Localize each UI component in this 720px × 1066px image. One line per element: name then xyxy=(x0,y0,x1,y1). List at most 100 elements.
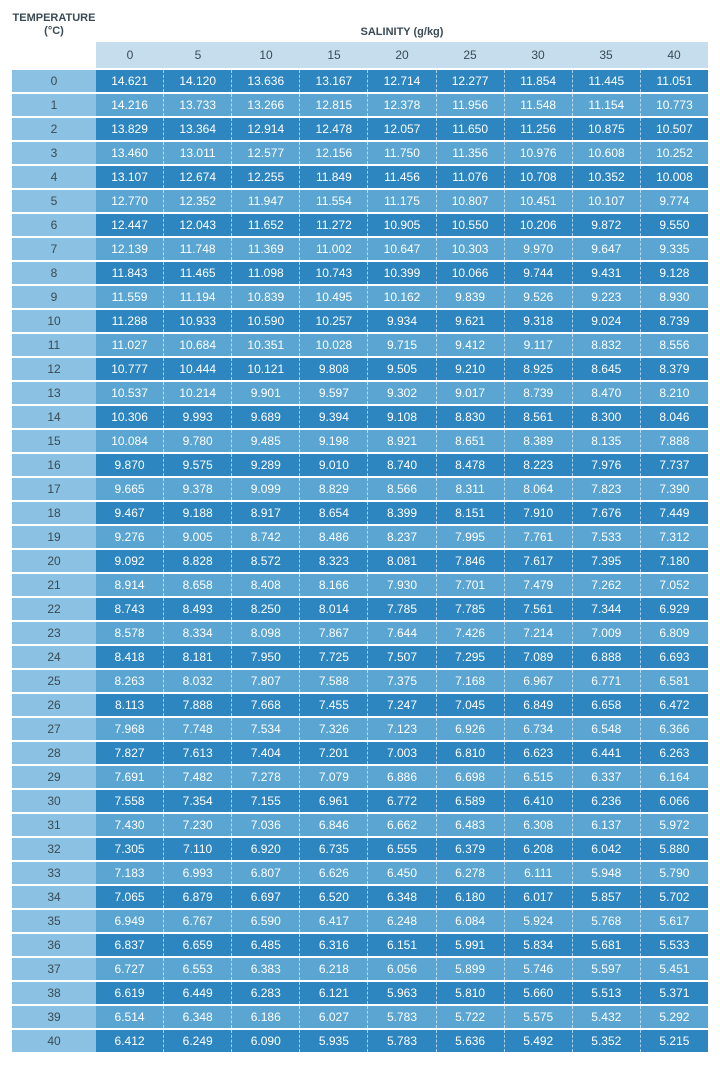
table-cell: 7.123 xyxy=(368,718,436,740)
table-cell: 7.785 xyxy=(437,598,505,620)
table-row: 213.82913.36412.91412.47812.05711.65011.… xyxy=(12,118,708,140)
table-cell: 11.465 xyxy=(164,262,232,284)
row-header-temp-15: 15 xyxy=(12,430,96,452)
table-cell: 9.099 xyxy=(232,478,300,500)
table-cell: 9.575 xyxy=(164,454,232,476)
table-cell: 7.230 xyxy=(164,814,232,836)
table-title-row: TEMPERATURE (°C) SALINITY (g/kg) xyxy=(12,12,708,38)
table-cell: 8.210 xyxy=(641,382,708,404)
table-row: 1111.02710.68410.35110.0289.7159.4129.11… xyxy=(12,334,708,356)
table-cell: 9.318 xyxy=(505,310,573,332)
table-cell: 9.665 xyxy=(96,478,164,500)
table-cell: 6.450 xyxy=(368,862,436,884)
row-header-temp-2: 2 xyxy=(12,118,96,140)
table-cell: 14.621 xyxy=(96,70,164,92)
table-cell: 5.660 xyxy=(505,982,573,1004)
table-cell: 12.043 xyxy=(164,214,232,236)
table-cell: 9.289 xyxy=(232,454,300,476)
table-cell: 9.412 xyxy=(437,334,505,356)
table-cell: 8.014 xyxy=(300,598,368,620)
table-cell: 10.451 xyxy=(505,190,573,212)
row-header-temp-36: 36 xyxy=(12,934,96,956)
table-cell: 5.963 xyxy=(368,982,436,1004)
table-cell: 6.449 xyxy=(164,982,232,1004)
table-cell: 7.930 xyxy=(368,574,436,596)
table-cell: 5.948 xyxy=(573,862,641,884)
table-cell: 12.156 xyxy=(300,142,368,164)
table-cell: 7.507 xyxy=(368,646,436,668)
row-header-temp-28: 28 xyxy=(12,742,96,764)
table-cell: 11.750 xyxy=(368,142,436,164)
table-cell: 9.774 xyxy=(641,190,708,212)
table-cell: 6.967 xyxy=(505,670,573,692)
table-cell: 9.010 xyxy=(300,454,368,476)
table-cell: 8.651 xyxy=(437,430,505,452)
table-row: 396.5146.3486.1866.0275.7835.7225.5755.4… xyxy=(12,1006,708,1028)
table-row: 179.6659.3789.0998.8298.5668.3118.0647.8… xyxy=(12,478,708,500)
table-cell: 6.056 xyxy=(368,958,436,980)
table-cell: 8.113 xyxy=(96,694,164,716)
row-header-temp-0: 0 xyxy=(12,70,96,92)
table-cell: 9.017 xyxy=(437,382,505,404)
table-cell: 7.110 xyxy=(164,838,232,860)
table-cell: 8.561 xyxy=(505,406,573,428)
table-cell: 9.378 xyxy=(164,478,232,500)
row-header-temp-9: 9 xyxy=(12,286,96,308)
table-cell: 10.773 xyxy=(641,94,708,116)
table-cell: 5.991 xyxy=(437,934,505,956)
table-cell: 11.288 xyxy=(96,310,164,332)
table-cell: 9.505 xyxy=(368,358,436,380)
table-cell: 9.092 xyxy=(96,550,164,572)
table-cell: 6.886 xyxy=(368,766,436,788)
table-cell: 6.348 xyxy=(368,886,436,908)
table-cell: 7.534 xyxy=(232,718,300,740)
table-cell: 12.378 xyxy=(368,94,436,116)
table-cell: 8.645 xyxy=(573,358,641,380)
row-header-temp-24: 24 xyxy=(12,646,96,668)
table-row: 248.4188.1817.9507.7257.5077.2957.0896.8… xyxy=(12,646,708,668)
table-cell: 10.303 xyxy=(437,238,505,260)
table-cell: 6.208 xyxy=(505,838,573,860)
table-cell: 11.854 xyxy=(505,70,573,92)
table-cell: 6.515 xyxy=(505,766,573,788)
table-cell: 6.379 xyxy=(437,838,505,860)
table-cell: 7.846 xyxy=(437,550,505,572)
table-cell: 6.316 xyxy=(300,934,368,956)
table-row: 1310.53710.2149.9019.5979.3029.0178.7398… xyxy=(12,382,708,404)
table-cell: 5.681 xyxy=(573,934,641,956)
table-row: 317.4307.2307.0366.8466.6626.4836.3086.1… xyxy=(12,814,708,836)
table-cell: 8.478 xyxy=(437,454,505,476)
table-cell: 11.175 xyxy=(368,190,436,212)
table-cell: 10.647 xyxy=(368,238,436,260)
table-cell: 11.256 xyxy=(505,118,573,140)
table-cell: 10.590 xyxy=(232,310,300,332)
table-cell: 5.935 xyxy=(300,1030,368,1052)
salinity-col-30: 30 xyxy=(504,42,572,68)
table-cell: 11.748 xyxy=(164,238,232,260)
table-cell: 7.668 xyxy=(232,694,300,716)
table-cell: 8.930 xyxy=(641,286,708,308)
table-cell: 7.995 xyxy=(437,526,505,548)
table-cell: 7.079 xyxy=(300,766,368,788)
table-cell: 11.445 xyxy=(573,70,641,92)
table-cell: 6.553 xyxy=(164,958,232,980)
table-cell: 6.727 xyxy=(96,958,164,980)
row-header-temp-7: 7 xyxy=(12,238,96,260)
table-cell: 6.412 xyxy=(96,1030,164,1052)
table-cell: 8.181 xyxy=(164,646,232,668)
table-cell: 8.399 xyxy=(368,502,436,524)
table-cell: 12.277 xyxy=(437,70,505,92)
table-row: 1510.0849.7809.4859.1988.9218.6518.3898.… xyxy=(12,430,708,452)
table-cell: 7.036 xyxy=(232,814,300,836)
salinity-col-35: 35 xyxy=(572,42,640,68)
table-cell: 7.737 xyxy=(641,454,708,476)
table-cell: 7.183 xyxy=(96,862,164,884)
table-row: 413.10712.67412.25511.84911.45611.07610.… xyxy=(12,166,708,188)
salinity-col-15: 15 xyxy=(300,42,368,68)
table-cell: 8.064 xyxy=(505,478,573,500)
table-cell: 5.722 xyxy=(437,1006,505,1028)
row-header-temp-6: 6 xyxy=(12,214,96,236)
table-cell: 8.829 xyxy=(300,478,368,500)
table-row: 218.9148.6588.4088.1667.9307.7017.4797.2… xyxy=(12,574,708,596)
table-cell: 6.121 xyxy=(300,982,368,1004)
